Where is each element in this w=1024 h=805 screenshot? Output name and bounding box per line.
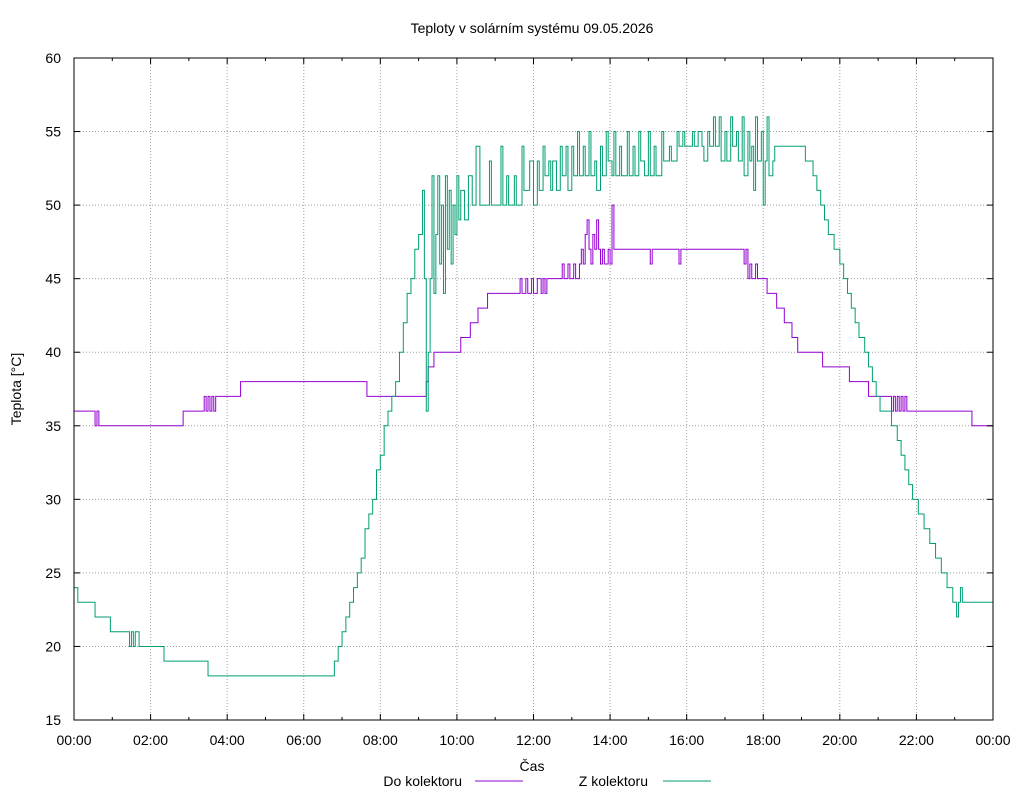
- y-axis-label: Teplota [°C]: [8, 353, 24, 426]
- legend-label: Z kolektoru: [579, 773, 648, 789]
- legend-label: Do kolektoru: [383, 773, 462, 789]
- grid-lines: [74, 58, 993, 720]
- x-axis-label: Čas: [520, 758, 545, 774]
- y-tick-label: 40: [45, 344, 61, 360]
- x-tick-label: 08:00: [363, 732, 398, 748]
- y-tick-label: 30: [45, 491, 61, 507]
- x-tick-label: 22:00: [899, 732, 934, 748]
- x-axis-tick-labels: 00:00 02:00 04:00 06:00 08:00 10:00 12:00 14:00…: [56, 732, 1010, 748]
- y-tick-label: 20: [45, 638, 61, 654]
- series-lines: [74, 116, 993, 677]
- y-tick-label: 25: [45, 565, 61, 581]
- x-tick-label: 18:00: [746, 732, 781, 748]
- y-axis-tick-labels: 15 20 25 30 35 40 45 50 55 60: [45, 50, 61, 728]
- x-tick-label: 14:00: [593, 732, 628, 748]
- x-tick-label: 06:00: [286, 732, 321, 748]
- x-tick-label: 04:00: [210, 732, 245, 748]
- y-tick-label: 50: [45, 197, 61, 213]
- x-tick-label: 00:00: [56, 732, 91, 748]
- x-tick-label: 00:00: [975, 732, 1010, 748]
- y-tick-label: 60: [45, 50, 61, 66]
- y-tick-label: 35: [45, 418, 61, 434]
- x-tick-label: 16:00: [669, 732, 704, 748]
- y-tick-label: 55: [45, 124, 61, 140]
- x-tick-label: 12:00: [516, 732, 551, 748]
- chart-title: Teploty v solárním systému 09.05.2026: [411, 20, 654, 36]
- y-tick-label: 45: [45, 271, 61, 287]
- x-tick-label: 02:00: [133, 732, 168, 748]
- series-line-z-kolektoru: [74, 116, 993, 677]
- legend: Do kolektoru Z kolektoru: [383, 773, 711, 789]
- x-tick-label: 20:00: [822, 732, 857, 748]
- y-tick-label: 15: [45, 712, 61, 728]
- x-tick-label: 10:00: [439, 732, 474, 748]
- axis-ticks: [73, 57, 994, 721]
